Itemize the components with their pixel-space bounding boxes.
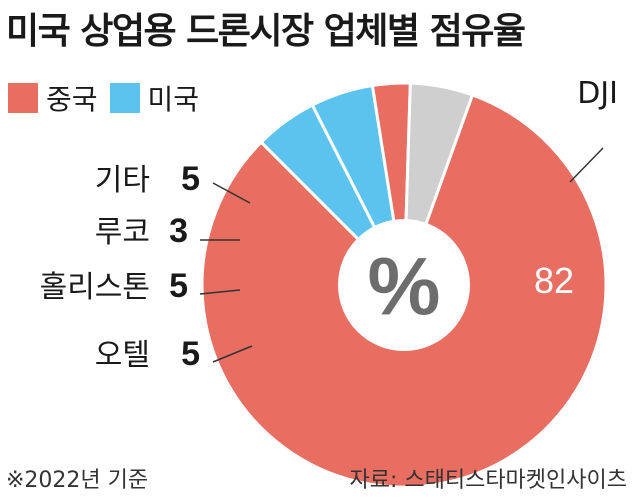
legend-swatch-china: [8, 83, 38, 113]
legend: 중국 미국: [8, 78, 211, 118]
slice-value-1: 5: [181, 335, 200, 373]
slice-name-4: 기타: [95, 163, 150, 198]
legend-item-china: 중국: [8, 78, 98, 118]
source-note: 자료: 스태티스타마켓인사이츠: [349, 468, 627, 493]
leader-lines: [199, 147, 604, 363]
slice-name-0: DJI: [577, 76, 618, 111]
leader-line-1: [212, 345, 253, 363]
chart-title: 미국 상업용 드론시장 업체별 점유율: [6, 11, 526, 52]
slice-name-2: 홀리스톤: [40, 270, 150, 305]
leader-line-0: [569, 147, 604, 183]
slice-value-2: 5: [169, 267, 188, 305]
donut-hole: [338, 219, 470, 351]
footnote: ※2022년 기준: [6, 468, 149, 493]
leader-line-4: [212, 182, 251, 204]
legend-item-usa: 미국: [109, 78, 200, 118]
legend-label-china: 중국: [46, 83, 98, 116]
slice-name-3: 루코: [95, 215, 150, 250]
slice-value-3: 3: [169, 212, 188, 250]
legend-swatch-usa: [109, 83, 140, 113]
slice-value-4: 5: [181, 160, 200, 198]
leader-line-2: [199, 289, 241, 295]
legend-label-usa: 미국: [147, 83, 200, 116]
slice-value-0: 82: [534, 260, 574, 301]
slice-labels: DJI 82 오텔 5 홀리스톤 5 루코 3 기타 5: [40, 76, 618, 373]
center-percent-label: %: [368, 242, 441, 333]
slice-name-1: 오텔: [95, 338, 150, 373]
